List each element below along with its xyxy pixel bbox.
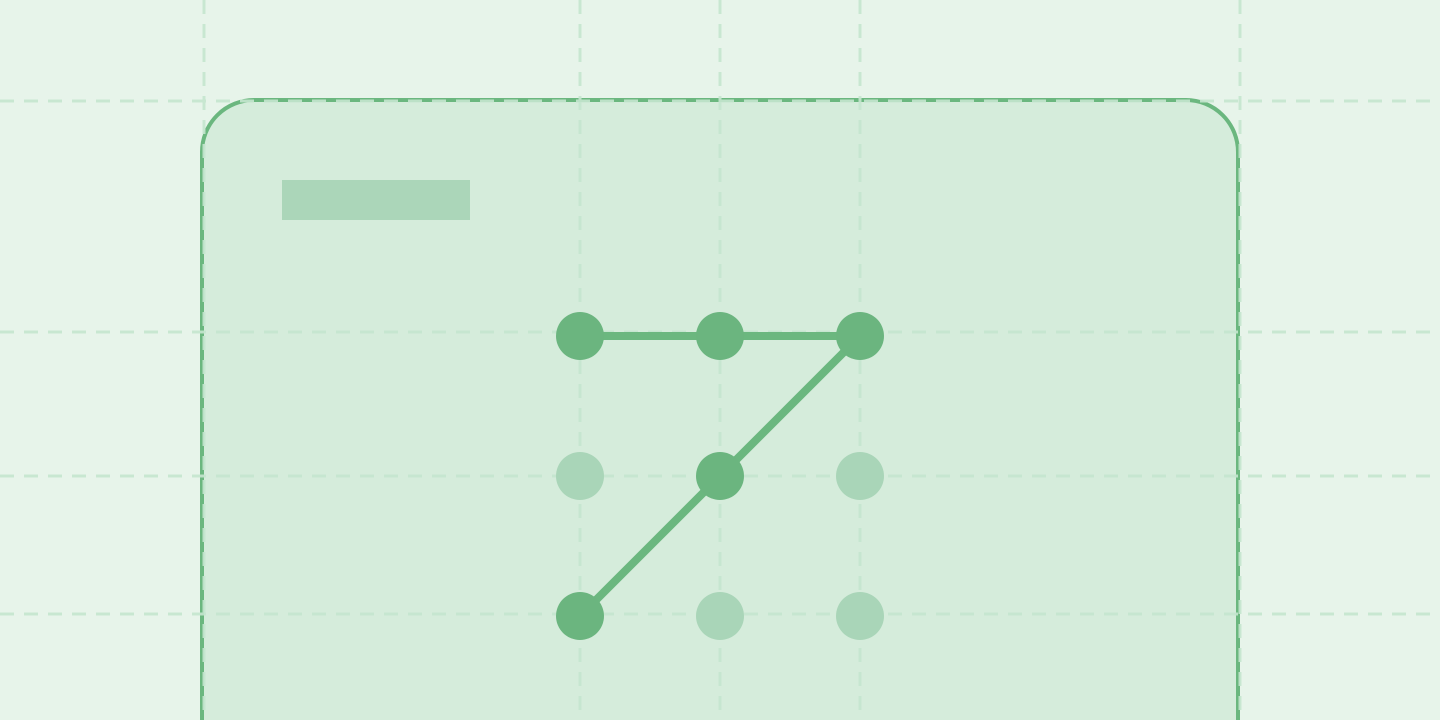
pattern-dot-inactive[interactable] (696, 592, 744, 640)
pattern-dot-inactive[interactable] (836, 452, 884, 500)
pattern-dots (556, 312, 884, 640)
pattern-dot-active[interactable] (556, 312, 604, 360)
pattern-dot-inactive[interactable] (556, 452, 604, 500)
placeholder-title-bar (282, 180, 470, 220)
pattern-dot-active[interactable] (836, 312, 884, 360)
pattern-dot-active[interactable] (556, 592, 604, 640)
pattern-dot-inactive[interactable] (836, 592, 884, 640)
pattern-dot-active[interactable] (696, 312, 744, 360)
pattern-dot-active[interactable] (696, 452, 744, 500)
